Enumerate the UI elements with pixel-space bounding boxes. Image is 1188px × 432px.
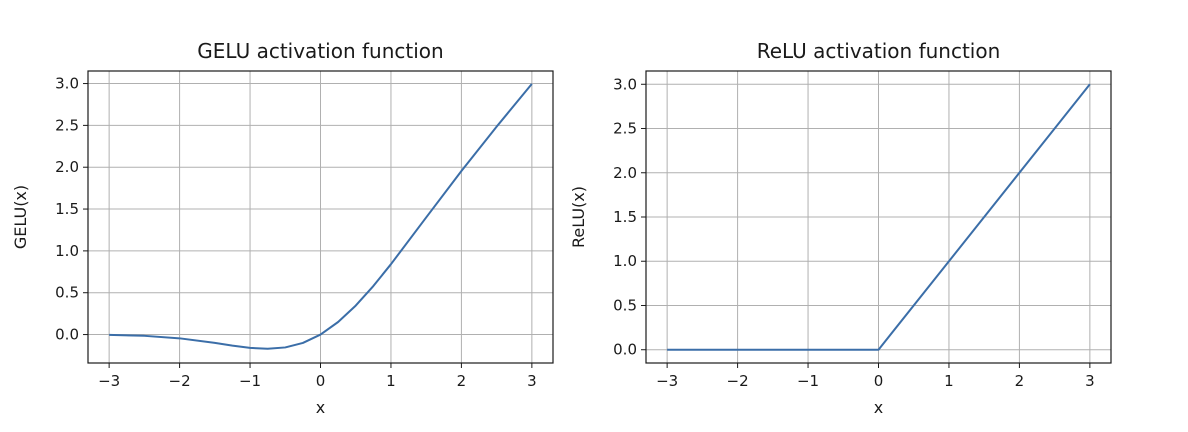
x-tick-label: −1 (239, 372, 261, 390)
chart-title: ReLU activation function (757, 39, 1001, 63)
y-tick-label: 0.5 (613, 296, 637, 314)
x-tick-label: 1 (386, 372, 396, 390)
x-tick-label: −1 (797, 372, 819, 390)
x-tick-label: 0 (316, 372, 326, 390)
y-tick-label: 1.5 (55, 200, 79, 218)
x-tick-label: −3 (656, 372, 678, 390)
x-tick-label: 1 (944, 372, 954, 390)
series-line-1 (109, 83, 533, 350)
y-tick-label: 3.0 (613, 75, 637, 93)
x-tick-label: −2 (727, 372, 749, 390)
x-tick-label: 0 (874, 372, 884, 390)
y-tick-label: 1.5 (613, 208, 637, 226)
y-tick-label: 1.0 (613, 252, 637, 270)
y-tick-label: 2.5 (55, 116, 79, 134)
x-tick-label: 3 (527, 372, 537, 390)
x-tick-label: 2 (1015, 372, 1025, 390)
chart-panel-1: −3 −2 −1 0 1 2 3 0.0 0.5 1.0 1.5 2.0 2.5 3.0 GELU acti… (11, 39, 554, 417)
y-tick-label: 1.0 (55, 242, 79, 260)
y-tick-label: 0.0 (613, 341, 637, 359)
series-line-1 (667, 83, 1091, 351)
y-tick-label: 2.0 (613, 164, 637, 182)
x-tick-label: −3 (98, 372, 120, 390)
y-tick-label: 3.0 (55, 75, 79, 93)
x-tick-label: 3 (1085, 372, 1095, 390)
y-axis-label: ReLU(x) (569, 186, 588, 248)
x-tick-label: 2 (457, 372, 467, 390)
y-tick-label: 0.5 (55, 284, 79, 302)
x-tick-label: −2 (169, 372, 191, 390)
y-tick-label: 2.5 (613, 120, 637, 138)
y-axis-label: GELU(x) (11, 185, 30, 249)
chart-title: GELU activation function (197, 39, 443, 63)
y-tick-label: 2.0 (55, 158, 79, 176)
x-axis-label: x (874, 398, 883, 417)
x-axis-label: x (316, 398, 325, 417)
chart-panel-2: −3 −2 −1 0 1 2 3 0.0 0.5 1.0 1.5 2.0 2.5 3.0 ReLU acti… (569, 39, 1112, 417)
y-tick-label: 0.0 (55, 326, 79, 344)
